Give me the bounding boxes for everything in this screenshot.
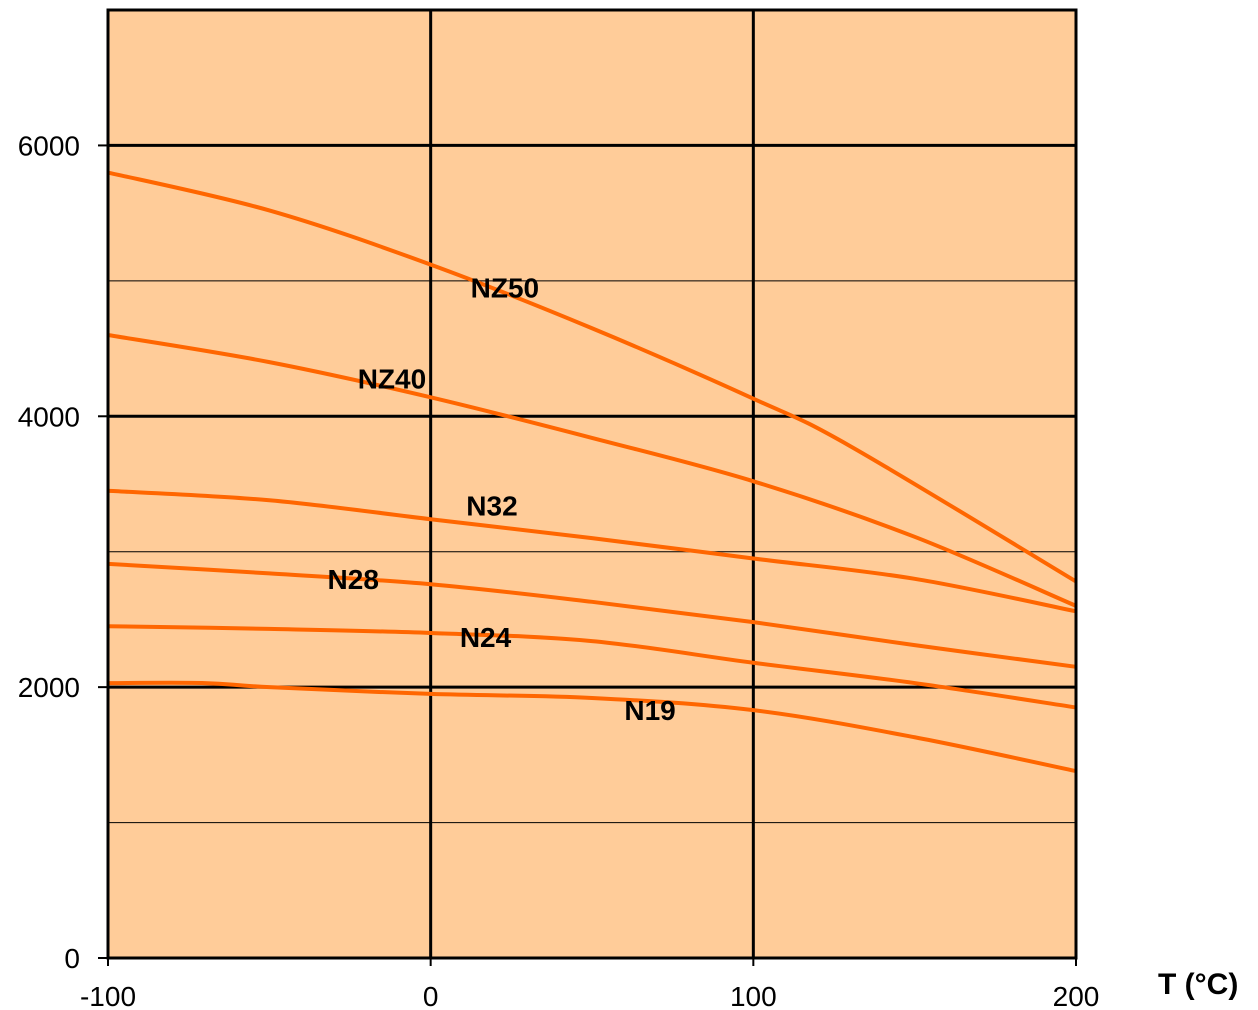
plot-frame	[106, 8, 1078, 960]
x-axis-ticks: -100 0 100 200	[80, 958, 1099, 1010]
y-tick-label: 0	[64, 943, 80, 974]
series-label-nz50: NZ50	[471, 273, 539, 304]
series-label-n24: N24	[460, 622, 512, 653]
x-axis-title: T (°C)	[1158, 968, 1238, 1001]
series-label-n19: N19	[624, 695, 675, 726]
series-labels: NZ50 NZ40 N32 N28 N24 N19	[328, 273, 676, 727]
series-line-n32	[107, 488, 1077, 614]
series-line-n19	[107, 680, 1077, 774]
series-label-n32: N32	[466, 491, 517, 522]
x-tick-label: -100	[80, 981, 136, 1010]
series-label-nz40: NZ40	[358, 363, 426, 394]
y-tick-label: 6000	[18, 130, 80, 161]
series-line-nz40	[107, 333, 1077, 608]
series-line-n28	[107, 561, 1077, 669]
series-lines	[107, 170, 1078, 774]
series-line-nz50	[107, 170, 1078, 584]
y-tick-label: 2000	[18, 672, 80, 703]
x-tick-label: 100	[730, 981, 777, 1010]
minor-gridlines	[108, 280, 1076, 824]
series-line-n24	[107, 624, 1077, 710]
y-tick-label: 4000	[18, 401, 80, 432]
x-tick-label: 0	[423, 981, 439, 1010]
series-label-n28: N28	[328, 564, 379, 595]
y-axis-ticks: 0 2000 4000 6000	[18, 130, 108, 974]
x-tick-label: 200	[1053, 981, 1100, 1010]
plot-area	[108, 10, 1076, 958]
